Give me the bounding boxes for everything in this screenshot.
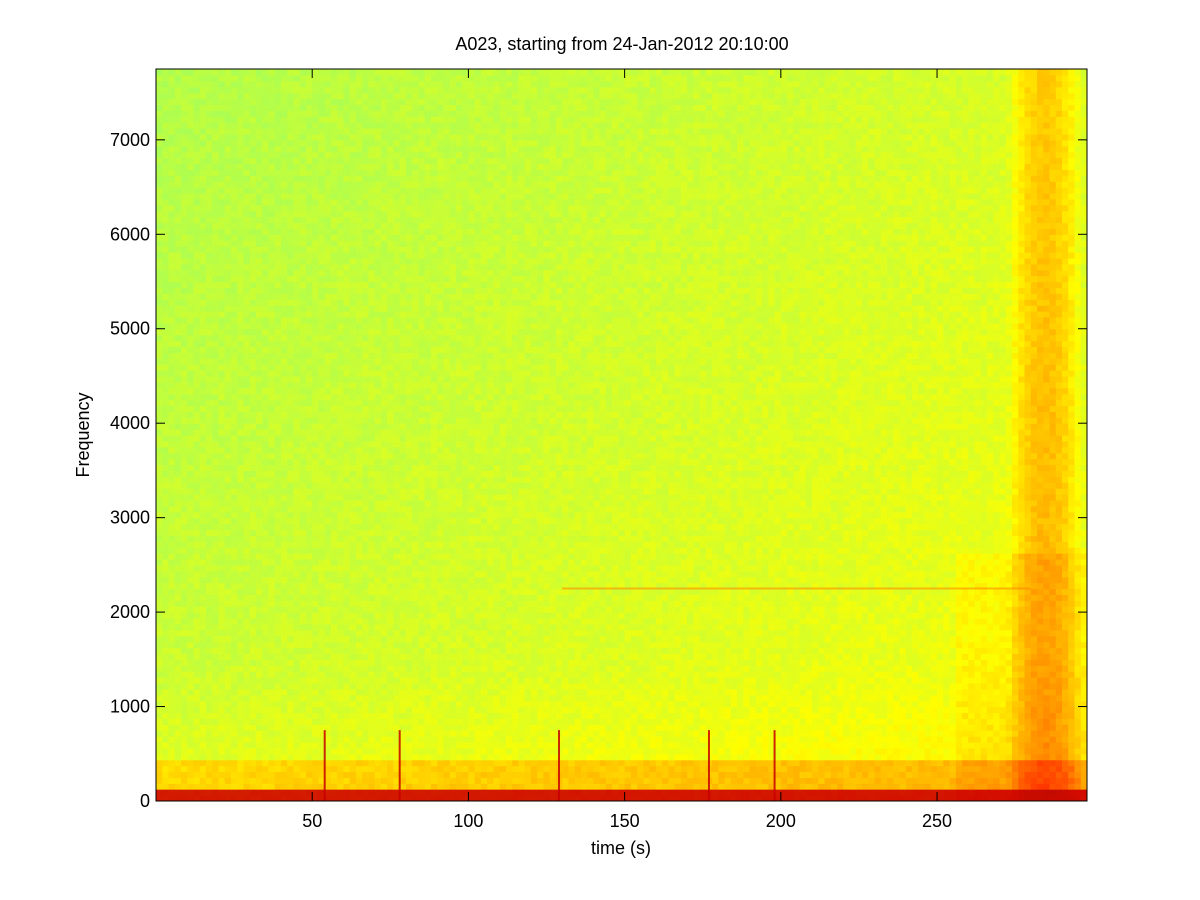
chart-title: A023, starting from 24-Jan-2012 20:10:00 <box>455 34 788 54</box>
spectrogram-image <box>156 69 1087 801</box>
